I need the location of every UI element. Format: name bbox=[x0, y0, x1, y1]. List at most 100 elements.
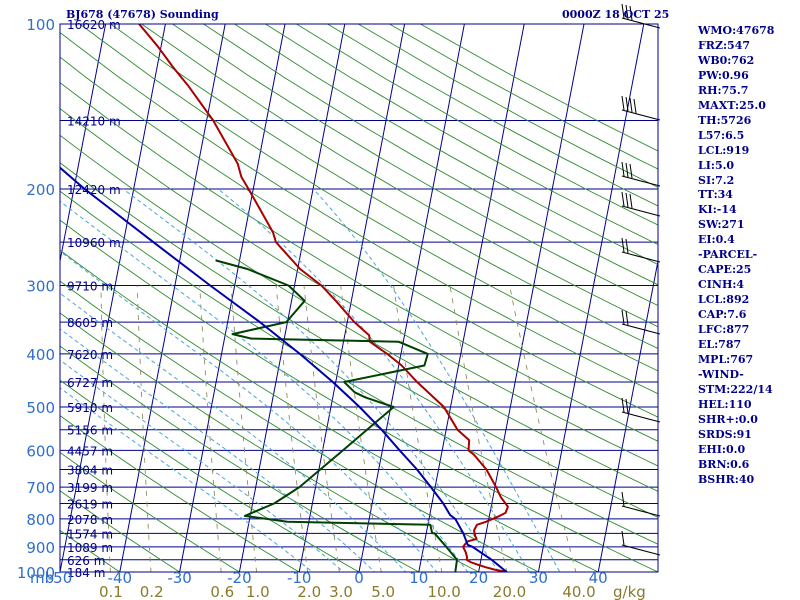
temperature-tick-label: 0 bbox=[354, 569, 364, 587]
parameter-item: FRZ:547 bbox=[698, 38, 751, 52]
parameter-item: MAXT:25.0 bbox=[698, 98, 766, 112]
pressure-tick-label: 200 bbox=[26, 181, 55, 199]
station-title: BJ678 (47678) Sounding bbox=[66, 8, 219, 21]
parcel-path bbox=[60, 166, 508, 572]
parameter-item: EI:0.4 bbox=[698, 233, 735, 247]
parameter-item: BRN:0.6 bbox=[698, 457, 750, 471]
dry-adiabat bbox=[60, 312, 480, 572]
temperature-tick-label: -30 bbox=[167, 569, 192, 587]
parameter-item: HEL:110 bbox=[698, 397, 752, 411]
mixing-ratio-tick-label: 3.0 bbox=[329, 583, 353, 600]
height-label: 1089 m bbox=[67, 541, 113, 555]
isotherm-line bbox=[238, 24, 346, 572]
mixing-ratio-tick-label: 0.2 bbox=[140, 583, 164, 600]
dry-adiabat bbox=[110, 24, 658, 350]
dry-adiabat bbox=[141, 24, 658, 328]
parameter-item: TT:34 bbox=[698, 188, 733, 202]
pressure-tick-label: 700 bbox=[26, 479, 55, 497]
dry-adiabat bbox=[60, 190, 658, 545]
mixing-ratio-tick-label: 1.0 bbox=[246, 583, 270, 600]
mixing-ratio-line bbox=[449, 285, 508, 572]
wind-barb bbox=[621, 397, 661, 423]
parameter-item: WB0:762 bbox=[698, 53, 755, 67]
pressure-tick-label: 400 bbox=[26, 346, 55, 364]
height-label: 10960 m bbox=[67, 236, 121, 250]
height-label: 2619 m bbox=[67, 498, 113, 512]
dry-adiabat bbox=[79, 24, 658, 372]
height-label: 9710 m bbox=[67, 279, 113, 293]
dry-adiabat bbox=[60, 56, 658, 418]
isotherm-line bbox=[60, 24, 166, 572]
wind-barb bbox=[621, 237, 661, 263]
mixing-ratio-line bbox=[199, 285, 222, 572]
height-label: 14210 m bbox=[67, 114, 121, 128]
parameter-item: PW:0.96 bbox=[698, 68, 749, 82]
x-axis-label: mb bbox=[30, 569, 54, 587]
isotherm-line bbox=[418, 24, 525, 572]
moist-adiabat bbox=[60, 200, 469, 572]
parameter-item: EHI:0.0 bbox=[698, 442, 746, 456]
wind-barb bbox=[621, 95, 661, 121]
dry-adiabat bbox=[60, 107, 658, 467]
temperature-profile bbox=[138, 24, 509, 572]
wind-barb bbox=[621, 491, 661, 517]
height-label: 3804 m bbox=[67, 463, 113, 477]
dry-adiabat bbox=[60, 82, 658, 442]
dry-adiabat bbox=[60, 162, 658, 518]
height-label: 3199 m bbox=[67, 481, 113, 495]
parameter-item: LFC:877 bbox=[698, 323, 750, 337]
pressure-tick-label: 1000 bbox=[17, 564, 55, 582]
wind-barb bbox=[621, 530, 661, 556]
sounding-curves bbox=[60, 24, 509, 572]
dry-adiabat bbox=[60, 490, 181, 572]
dry-adiabat bbox=[60, 415, 301, 572]
parameter-item: KI:-14 bbox=[698, 203, 737, 217]
parameter-item: CAPE:25 bbox=[698, 263, 752, 277]
height-label: 626 m bbox=[67, 554, 105, 568]
isotherm-line bbox=[119, 24, 226, 572]
height-label: 2078 m bbox=[67, 513, 113, 527]
dry-adiabat bbox=[60, 451, 241, 572]
height-label: 4457 m bbox=[67, 444, 113, 458]
wind-barb bbox=[621, 309, 661, 335]
pressure-tick-label: 600 bbox=[26, 442, 55, 460]
dry-adiabat bbox=[172, 24, 658, 307]
parameter-item: BSHR:40 bbox=[698, 472, 755, 486]
height-label: 7620 m bbox=[67, 348, 113, 362]
parameter-item: LCL:892 bbox=[698, 293, 750, 307]
parameter-item: SHR+:0.0 bbox=[698, 412, 758, 426]
parameter-item: RH:75.7 bbox=[698, 83, 749, 97]
parameter-item: TH:5726 bbox=[698, 113, 752, 127]
observation-time: 0000Z 18 OCT 25 bbox=[562, 8, 670, 21]
height-label: 8605 m bbox=[67, 316, 113, 330]
dry-adiabat bbox=[60, 219, 658, 572]
dewpoint-profile bbox=[215, 259, 458, 572]
height-label: 16620 m bbox=[67, 18, 121, 32]
height-label: 12420 m bbox=[67, 183, 121, 197]
dry-adiabat bbox=[60, 571, 61, 572]
temperature-tick-label: -10 bbox=[287, 569, 312, 587]
mixing-ratio-tick-label: 0.1 bbox=[99, 583, 123, 600]
wind-barb bbox=[621, 161, 661, 187]
temperature-tick-label: 40 bbox=[589, 569, 608, 587]
pressure-tick-label: 100 bbox=[26, 16, 55, 34]
moist-adiabat bbox=[312, 188, 561, 572]
wind-barbs bbox=[621, 3, 661, 556]
wind-barb bbox=[621, 3, 661, 29]
parameter-item: MPL:767 bbox=[698, 352, 754, 366]
height-label: 5156 m bbox=[67, 424, 113, 438]
mixing-ratio-line bbox=[275, 285, 309, 572]
pressure-tick-label: 800 bbox=[26, 511, 55, 529]
moist-adiabat bbox=[60, 292, 407, 572]
dry-adiabat bbox=[60, 249, 600, 572]
moist-adiabat bbox=[217, 188, 530, 572]
parameter-item: SI:7.2 bbox=[698, 173, 735, 187]
parameter-item: SW:271 bbox=[698, 218, 745, 232]
mixing-ratio-tick-label: 0.6 bbox=[210, 583, 234, 600]
mixing-ratio-unit-label: g/kg bbox=[613, 583, 646, 600]
mixing-ratio-line bbox=[393, 285, 443, 572]
parameter-item: -PARCEL- bbox=[698, 248, 758, 262]
sounding-parameters: WMO:47678 FRZ:547 WB0:762 PW:0.96 RH:75.7 MAX… bbox=[698, 24, 774, 488]
isotherm-line bbox=[60, 24, 107, 264]
